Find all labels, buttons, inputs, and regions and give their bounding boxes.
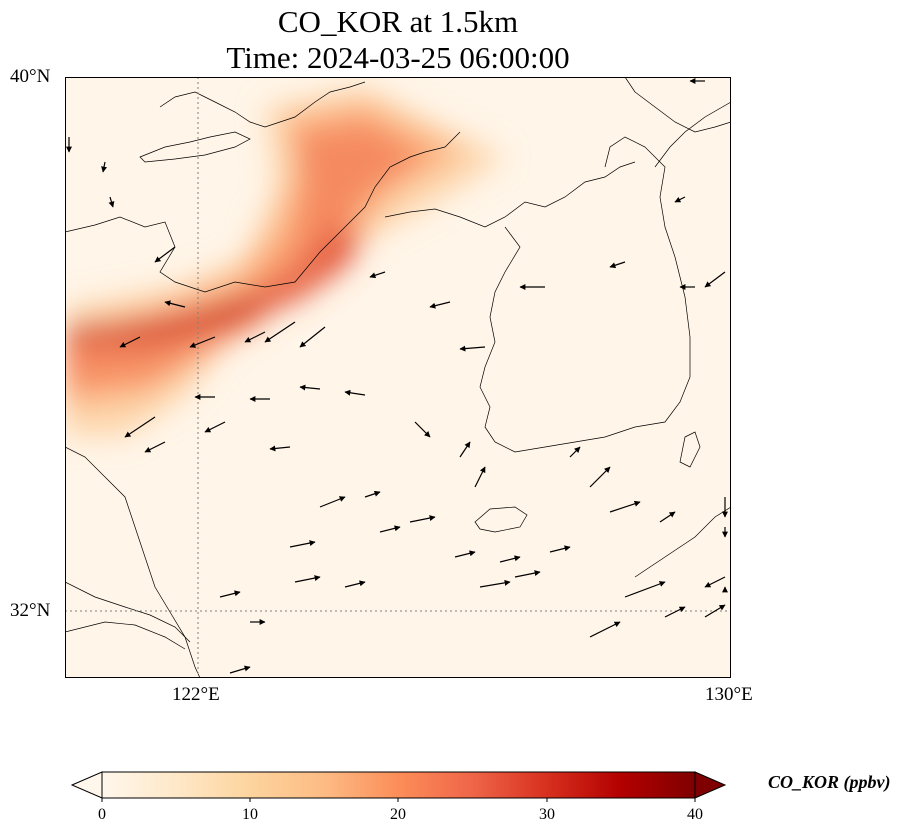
lon-tick-label-122e: 122°E: [172, 684, 220, 705]
coastline-yangtze-south: [65, 621, 186, 650]
colorbar-gradient: [101, 771, 696, 799]
colorbar-extend-low: [70, 771, 103, 799]
wind-arrow: [294, 575, 321, 583]
wind-arrow: [609, 500, 641, 513]
wind-arrow: [244, 331, 266, 343]
wind-arrow: [269, 445, 291, 452]
wind-arrow: [119, 336, 141, 348]
colorbar-tick-label-40: 40: [687, 806, 703, 823]
map-panel: [65, 77, 731, 678]
wind-arrow: [624, 581, 666, 598]
colorbar-label: CO_KOR (ppbv): [768, 772, 891, 792]
wind-arrow: [289, 540, 316, 548]
wind-arrow: [164, 300, 186, 308]
wind-arrow: [344, 389, 366, 396]
wind-arrow: [589, 466, 611, 488]
wind-arrow: [704, 271, 726, 288]
wind-arrow: [299, 326, 326, 348]
colorbar-tick-label-0: 0: [98, 806, 106, 823]
map-subtitle-time: Time: 2024-03-25 06:00:00: [226, 40, 570, 75]
co-field-upper: [65, 122, 425, 387]
wind-arrow: [499, 555, 521, 563]
lat-tick-label-40n: 40°N: [10, 66, 51, 87]
colorbar: [70, 771, 727, 802]
wind-arrow: [364, 490, 381, 498]
wind-arrow: [154, 246, 176, 263]
wind-arrow: [549, 545, 571, 553]
coastline-yangtze-north: [65, 581, 191, 643]
lon-tick-label-130e: 130°E: [705, 684, 753, 705]
wind-arrow: [414, 421, 431, 438]
wind-arrow: [659, 511, 676, 523]
gridlines: [65, 77, 731, 678]
colorbar-tick-label-20: 20: [390, 806, 406, 823]
wind-arrow: [589, 621, 621, 638]
coastlines: [65, 77, 731, 678]
coastline-korea-west-north: [384, 161, 636, 228]
coastline-northeast: [624, 77, 731, 133]
wind-arrow: [229, 665, 251, 674]
wind-arrow: [101, 161, 108, 173]
colorbar-ticks: [101, 798, 696, 802]
coastline-bohai-north: [65, 131, 461, 293]
wind-arrow: [609, 261, 626, 269]
wind-arrow: [189, 336, 216, 348]
colorbar-tick-label-30: 30: [539, 806, 555, 823]
wind-arrow: [429, 301, 451, 309]
coastline-korea-peninsula: [479, 136, 691, 453]
coastline-jeju: [474, 506, 528, 533]
wind-arrow: [219, 590, 241, 598]
wind-arrow: [379, 525, 401, 533]
wind-arrow: [204, 421, 226, 433]
wind-arrow: [319, 496, 346, 508]
coastline-korea-east: [654, 101, 731, 168]
wind-arrow: [144, 441, 166, 453]
wind-arrow: [108, 196, 115, 208]
wind-arrow: [299, 384, 321, 391]
coastline-china-east: [65, 446, 201, 678]
wind-arrow: [674, 196, 686, 203]
wind-arrow: [409, 515, 436, 523]
colorbar-tick-label-10: 10: [242, 806, 258, 823]
wind-arrow: [264, 321, 296, 343]
map-canvas: [65, 77, 731, 678]
coastline-tsushima: [679, 431, 701, 468]
map-title: CO_KOR at 1.5km: [277, 4, 519, 39]
wind-arrow: [569, 446, 581, 458]
wind-arrow: [369, 271, 386, 279]
coastline-kyushu: [634, 506, 731, 578]
wind-arrow: [459, 441, 471, 458]
co-field-peak: [65, 297, 275, 342]
wind-arrow: [664, 606, 686, 618]
wind-arrow: [124, 416, 156, 438]
colorbar-extend-high: [694, 771, 727, 799]
wind-arrow: [704, 576, 726, 588]
wind-arrow: [479, 579, 511, 588]
coastline-north-inlet: [159, 81, 366, 128]
wind-arrow: [459, 345, 486, 352]
lat-tick-label-32n: 32°N: [10, 600, 51, 621]
concentration-field: [65, 87, 505, 437]
wind-arrow: [454, 550, 476, 558]
wind-arrow: [704, 604, 726, 618]
coastline-bohai-bay: [139, 131, 251, 163]
wind-arrow: [474, 466, 486, 488]
map-frame: [65, 77, 731, 678]
wind-vectors: [66, 78, 728, 674]
wind-arrow: [514, 570, 541, 578]
wind-arrow: [344, 580, 366, 588]
